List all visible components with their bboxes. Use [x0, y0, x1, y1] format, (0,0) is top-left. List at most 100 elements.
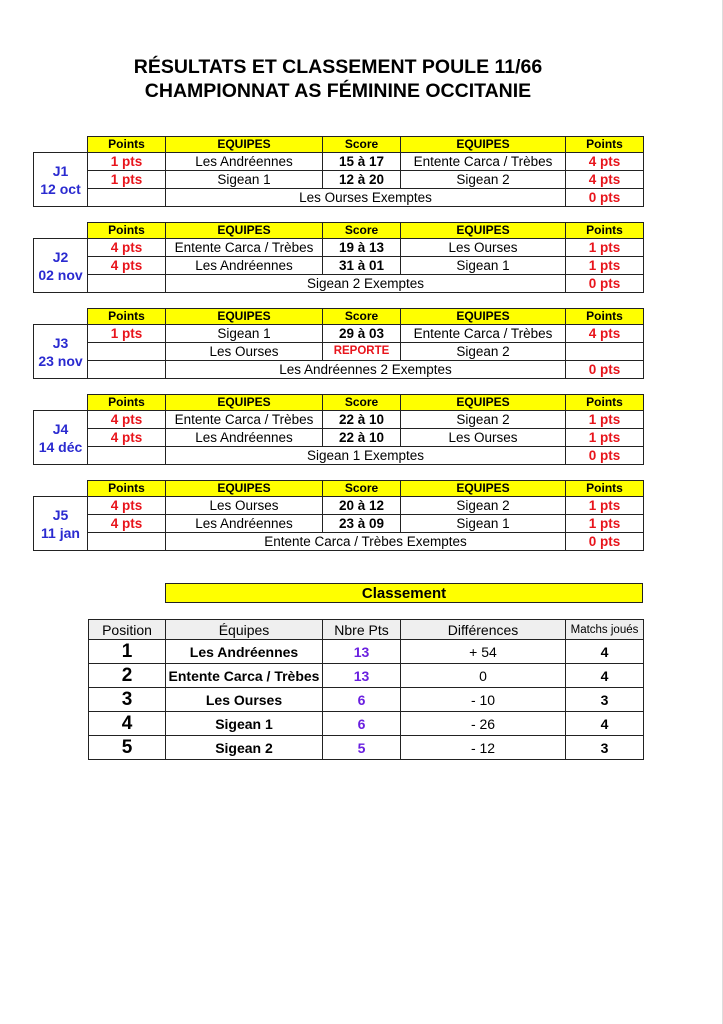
match-score: 15 à 17	[322, 152, 401, 171]
header-points: Points	[565, 480, 644, 497]
team-name: Sigean 1	[165, 711, 323, 736]
exempt-team: Les Ourses Exemptes	[165, 188, 566, 207]
exempt-points: 0 pts	[565, 360, 644, 379]
home-team: Les Ourses	[165, 342, 323, 361]
exempt-row: Entente Carca / Trèbes Exemptes 0 pts	[34, 532, 644, 551]
matches-played: 4	[565, 663, 644, 688]
header-points: Points	[87, 394, 166, 411]
empty-cell	[34, 395, 88, 411]
position: 4	[88, 711, 166, 736]
header-equipes: EQUIPES	[400, 222, 566, 239]
home-team: Les Andréennes	[165, 514, 323, 533]
goal-difference: - 26	[400, 711, 566, 736]
ranking-header-row: Position Équipes Nbre Pts Différences Matchs…	[88, 619, 644, 640]
away-team: Sigean 2	[400, 170, 566, 189]
exempt-points: 0 pts	[565, 446, 644, 465]
header-row: Points EQUIPES Score EQUIPES Points	[34, 394, 644, 411]
header-points: Points	[565, 308, 644, 325]
match-score: 22 à 10	[322, 410, 401, 429]
header-equipes: EQUIPES	[400, 308, 566, 325]
matchday-table-j2: Points EQUIPES Score EQUIPES Points J2 02 nov 4…	[33, 222, 644, 293]
classement-title: Classement	[165, 583, 643, 603]
home-team: Les Andréennes	[165, 256, 323, 275]
title-line-2: CHAMPIONNAT AS FÉMININE OCCITANIE	[144, 80, 532, 102]
exempt-team: Sigean 2 Exemptes	[165, 274, 566, 293]
matchday-number: J5	[52, 506, 69, 523]
ranking-column-header: Matchs joués	[565, 619, 644, 640]
position: 2	[88, 663, 166, 688]
match-score: 19 à 13	[322, 238, 401, 257]
home-team: Les Ourses	[165, 496, 323, 515]
match-row: 4 pts Les Andréennes 22 à 10 Les Ourses 1 pt…	[34, 428, 644, 447]
exempt-row: Sigean 2 Exemptes 0 pts	[34, 274, 644, 293]
away-points: 1 pts	[565, 496, 644, 515]
matchday-number: J4	[52, 420, 69, 437]
team-points: 13	[322, 663, 401, 688]
header-equipes: EQUIPES	[165, 136, 323, 153]
away-points: 1 pts	[565, 410, 644, 429]
header-score: Score	[322, 480, 401, 497]
home-points: 1 pts	[87, 170, 166, 189]
empty-cell	[87, 446, 166, 465]
matches-played: 3	[565, 735, 644, 760]
match-score: 23 à 09	[322, 514, 401, 533]
matches-played: 4	[565, 711, 644, 736]
position: 1	[88, 639, 166, 664]
exempt-points: 0 pts	[565, 188, 644, 207]
header-score: Score	[322, 222, 401, 239]
match-row: J4 14 déc 4 pts Entente Carca / Trèbes 22 à …	[33, 410, 644, 465]
team-name: Sigean 2	[165, 735, 323, 760]
away-team: Les Ourses	[400, 238, 566, 257]
header-equipes: EQUIPES	[165, 394, 323, 411]
home-points: 4 pts	[87, 514, 166, 533]
match-row: Les Ourses REPORTE Sigean 2	[34, 342, 644, 361]
match-score: REPORTE	[322, 342, 401, 361]
matchday-label: J4 14 déc	[33, 410, 88, 465]
home-points: 4 pts	[87, 410, 166, 429]
ranking-row: 2 Entente Carca / Trèbes 13 0 4	[88, 663, 644, 688]
header-row: Points EQUIPES Score EQUIPES Points	[34, 136, 644, 153]
home-points: 4 pts	[87, 496, 166, 515]
matchday-date: 23 nov	[38, 352, 83, 369]
header-points: Points	[87, 308, 166, 325]
home-team: Entente Carca / Trèbes	[165, 410, 323, 429]
away-points: 4 pts	[565, 152, 644, 171]
matchday-date: 12 oct	[40, 180, 81, 197]
empty-cell	[87, 360, 166, 379]
team-name: Les Ourses	[165, 687, 323, 712]
away-team: Sigean 2	[400, 342, 566, 361]
ranking-column-header: Différences	[400, 619, 566, 640]
header-row: Points EQUIPES Score EQUIPES Points	[34, 308, 644, 325]
matchday-date: 14 déc	[38, 438, 83, 455]
matchday-label: J2 02 nov	[33, 238, 88, 293]
ranking-column-header: Position	[88, 619, 166, 640]
matchday-table-j1: Points EQUIPES Score EQUIPES Points J1 12 oct 1…	[33, 136, 644, 207]
empty-cell	[34, 309, 88, 325]
exempt-points: 0 pts	[565, 532, 644, 551]
team-name: Les Andréennes	[165, 639, 323, 664]
exempt-team: Les Andréennes 2 Exemptes	[165, 360, 566, 379]
title-line-1: RÉSULTATS ET CLASSEMENT POULE 11/66	[133, 56, 543, 78]
match-row: J2 02 nov 4 pts Entente Carca / Trèbes 19 à …	[33, 238, 644, 293]
home-team: Sigean 1	[165, 324, 323, 343]
header-points: Points	[565, 394, 644, 411]
home-points: 4 pts	[87, 428, 166, 447]
match-score: 20 à 12	[322, 496, 401, 515]
away-team: Les Ourses	[400, 428, 566, 447]
header-points: Points	[87, 480, 166, 497]
home-points: 4 pts	[87, 256, 166, 275]
header-equipes: EQUIPES	[400, 480, 566, 497]
away-team: Sigean 2	[400, 496, 566, 515]
home-points	[87, 342, 166, 361]
matchday-table-j5: Points EQUIPES Score EQUIPES Points J5 11 jan 4…	[33, 480, 644, 551]
match-row: J1 12 oct 1 pts Les Andréennes 15 à 17 Entent…	[33, 152, 644, 207]
away-points: 1 pts	[565, 514, 644, 533]
matchday-table-j3: Points EQUIPES Score EQUIPES Points J3 23 nov 1…	[33, 308, 644, 379]
team-points: 6	[322, 711, 401, 736]
header-equipes: EQUIPES	[165, 222, 323, 239]
home-team: Les Andréennes	[165, 428, 323, 447]
